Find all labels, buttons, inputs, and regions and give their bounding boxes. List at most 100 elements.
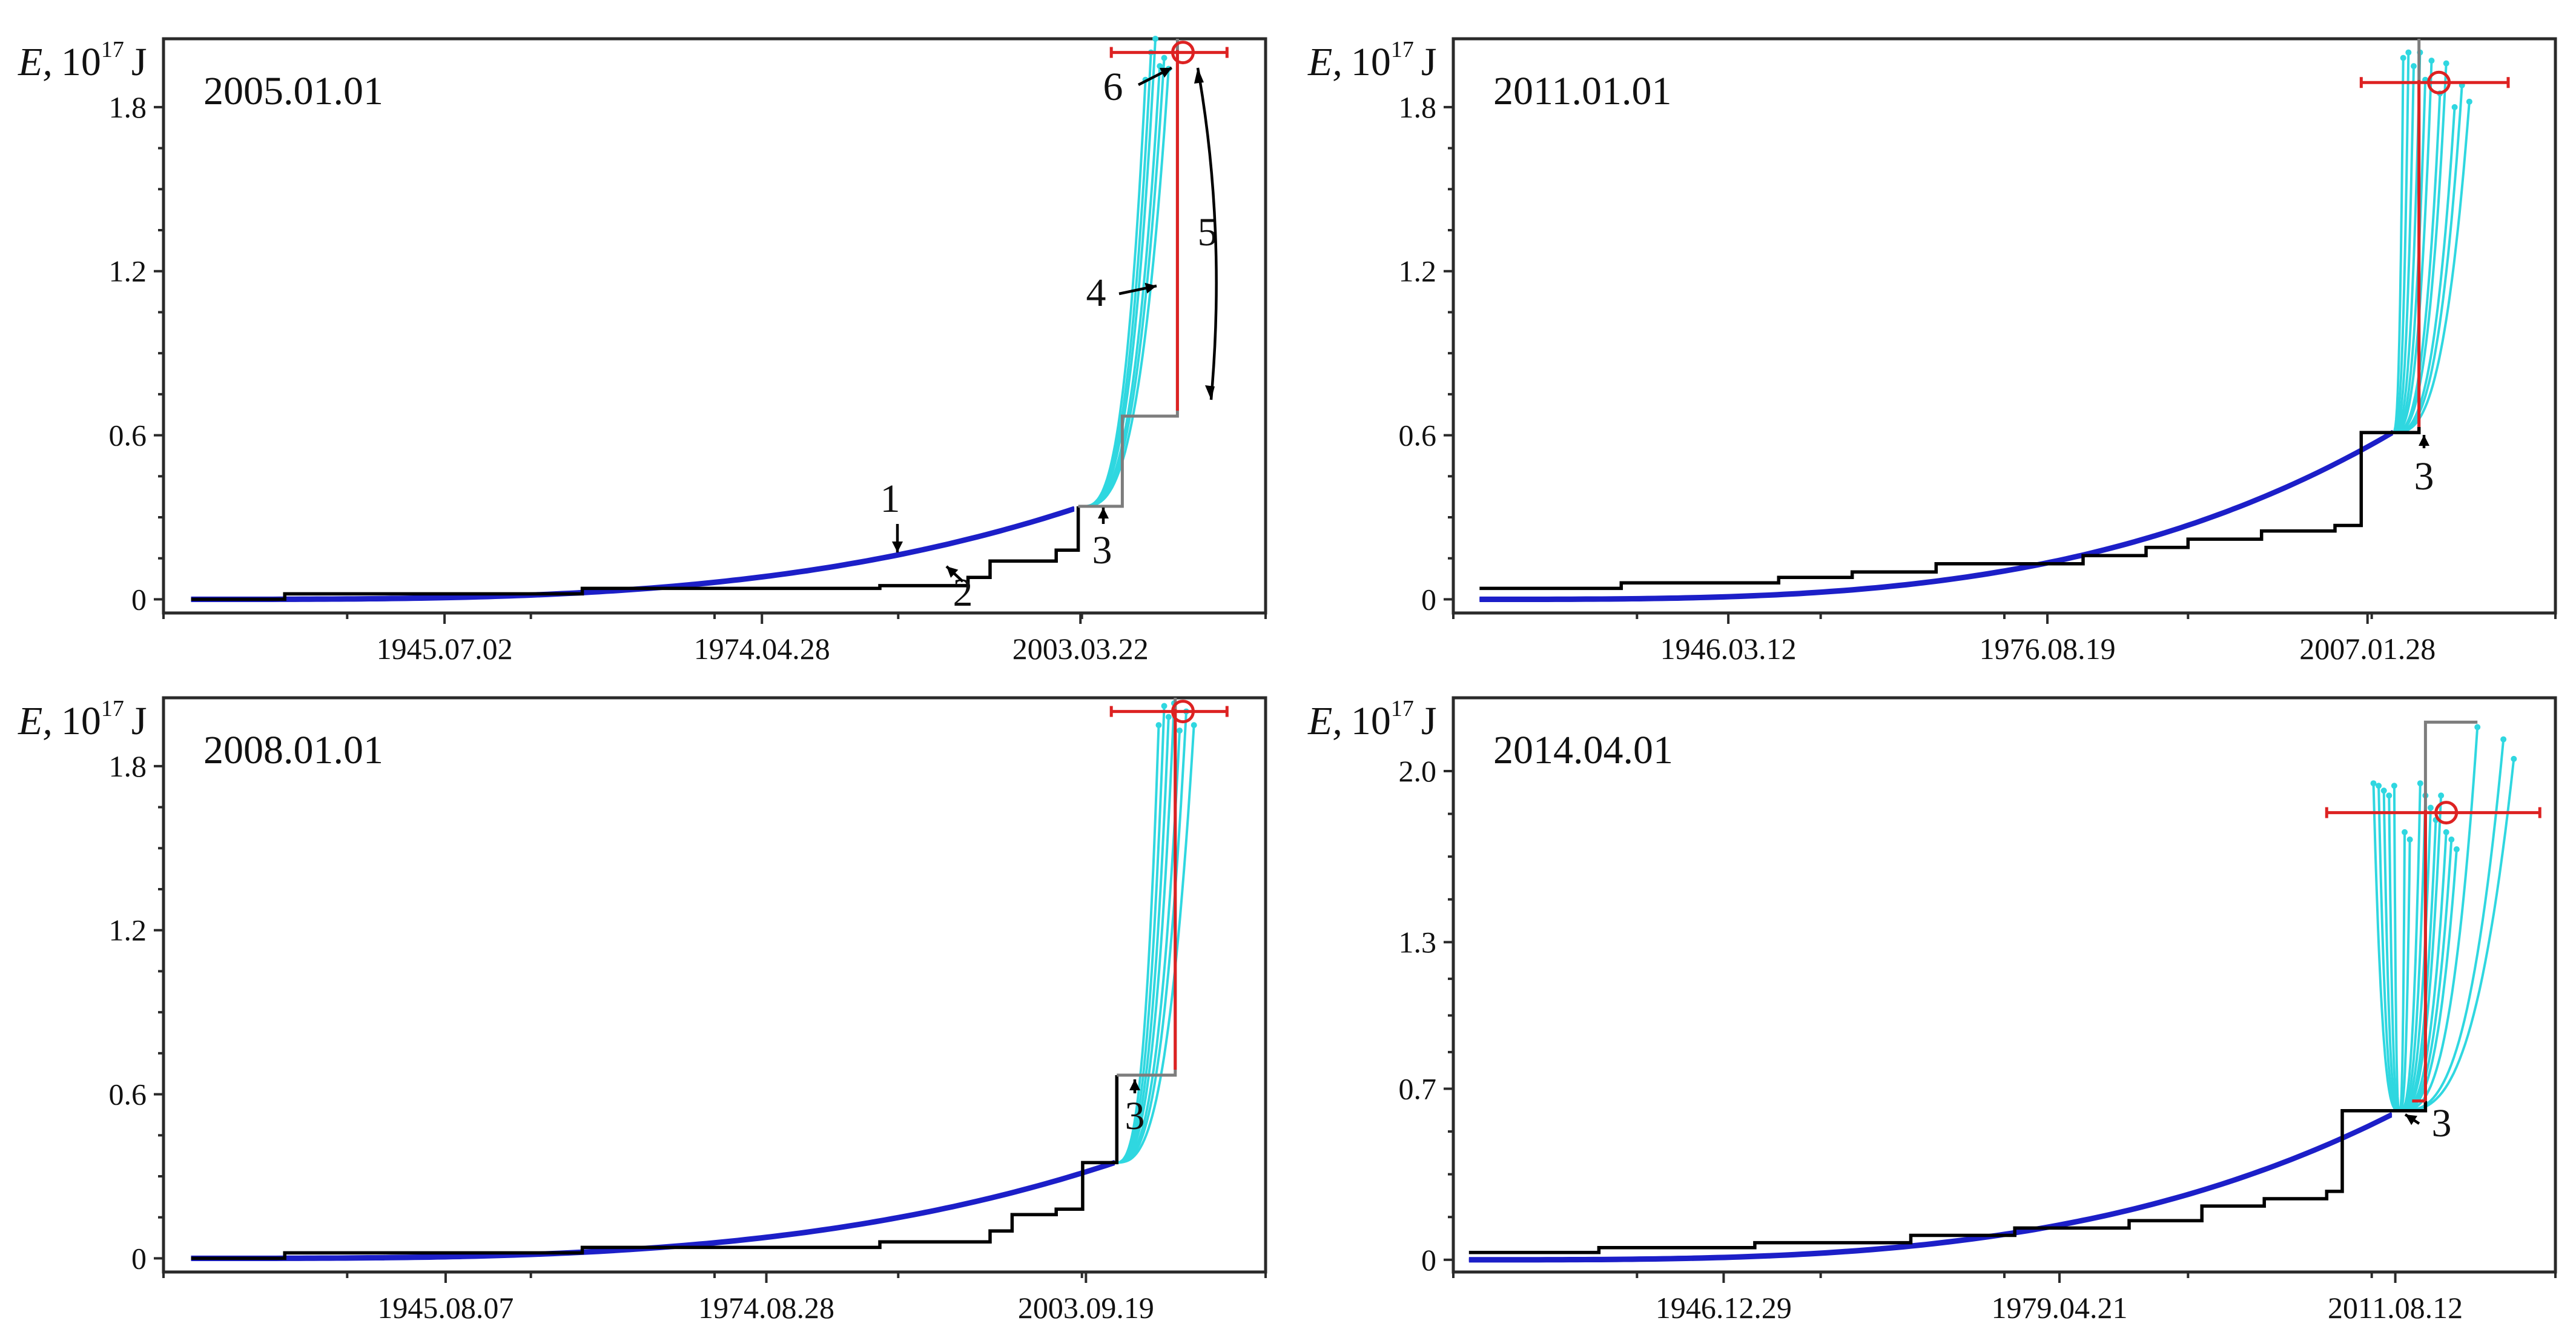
annotation-label: 3 (2414, 454, 2434, 499)
y-axis-unit-tail: J (1421, 40, 1437, 84)
y-tick-label: 1.8 (109, 90, 147, 124)
projection-endpoint (2428, 58, 2435, 64)
fit-curve (191, 509, 1075, 602)
chart-panel-4: 0 0.7 1.3 2.0 1946.12.29 1979.04.21 2011.08.12… (1307, 696, 2557, 1325)
fit-curve (1468, 1113, 2393, 1261)
projection-endpoint (2376, 783, 2382, 789)
y-axis-symbol: E, (1307, 40, 1342, 84)
y-axis-exponent: 17 (101, 696, 124, 721)
y-tick-label: 1.2 (1399, 254, 1437, 288)
x-tick-label: 2007.01.28 (2299, 632, 2436, 666)
annotation-label: 3 (1125, 1094, 1145, 1138)
projection-endpoint (2406, 836, 2413, 843)
y-axis-unit: 10 (61, 40, 101, 84)
projection-endpoint (2453, 846, 2460, 853)
projection-endpoint (2391, 783, 2397, 789)
earthquake-marker (1171, 41, 1195, 65)
annotation-arrowhead (892, 542, 903, 552)
fit-curve (1468, 1113, 2393, 1260)
y-axis-unit-tail: J (131, 699, 147, 743)
projection-endpoint (2500, 736, 2507, 743)
y-tick-label: 1.8 (109, 749, 147, 783)
projection-endpoint (2380, 787, 2387, 794)
projection-endpoint (2386, 792, 2393, 799)
y-axis-symbol: E, (18, 40, 53, 84)
fit-curve (1468, 1115, 2393, 1263)
y-tick-label: 1.3 (1399, 925, 1437, 959)
earthquake-marker (1171, 700, 1195, 724)
x-tick-label: 2003.03.22 (1012, 632, 1149, 666)
projection-endpoint (2443, 60, 2449, 67)
annotation-label: 3 (1092, 528, 1112, 572)
x-tick-label: 2011.08.12 (2328, 1291, 2463, 1325)
cumulative-energy-staircase (191, 1075, 1119, 1260)
plot-frame (1451, 696, 2557, 1274)
y-axis-label: E, 1017 J (1307, 37, 1437, 84)
x-tick-label: 1946.03.12 (1660, 632, 1797, 666)
projection-endpoint (2443, 829, 2449, 835)
x-tick-label: 1945.08.07 (377, 1291, 514, 1325)
projection-endpoint (2417, 780, 2423, 787)
chart-panel-1: 0 0.6 1.2 1.8 1945.07.02 1974.04.28 2003.03.22… (18, 36, 1267, 666)
y-axis-unit-tail: J (1421, 699, 1437, 743)
projection-endpoint (2370, 780, 2377, 787)
y-axis-symbol: E, (1307, 699, 1342, 743)
y-tick-label: 1.2 (109, 913, 147, 947)
annotation-label: 6 (1103, 65, 1123, 109)
annotation-label: 4 (1086, 271, 1106, 315)
projection-endpoint (1191, 722, 1197, 729)
fit-curve (191, 1161, 1115, 1260)
projection-curve (1114, 724, 1195, 1164)
annotation-arrowhead (1194, 68, 1204, 84)
annotation-arrowhead (1129, 1079, 1140, 1090)
fit-curve (1479, 431, 2394, 601)
y-axis-label: E, 1017 J (18, 37, 147, 84)
fit-curve (1479, 432, 2394, 601)
y-axis-exponent: 17 (101, 37, 124, 62)
annotation-arrowhead (2405, 1115, 2417, 1125)
y-tick-label: 2.0 (1399, 754, 1437, 788)
annotation-arrowhead (1098, 508, 1109, 518)
earthquake-marker (2434, 801, 2459, 825)
projection-endpoint (2411, 63, 2417, 70)
y-tick-label: 0.6 (109, 419, 147, 452)
projection-endpoint (2438, 792, 2445, 799)
projection-endpoint (2511, 755, 2517, 762)
projection-endpoint (1152, 36, 1158, 42)
y-tick-label: 0.7 (1399, 1072, 1437, 1105)
x-tick-label: 2003.09.19 (1018, 1291, 1154, 1325)
x-tick-label: 1946.12.29 (1656, 1291, 1792, 1325)
x-tick-label: 1974.08.28 (698, 1291, 834, 1325)
plot-frame (162, 37, 1267, 615)
annotation-arrowhead (1205, 385, 1215, 400)
x-tick-label: 1976.08.19 (1980, 632, 2116, 666)
y-tick-label: 0 (131, 1241, 147, 1275)
y-axis-symbol: E, (18, 699, 53, 743)
y-tick-label: 1.2 (109, 254, 147, 288)
annotation-arrowhead (946, 566, 959, 578)
y-tick-label: 0 (1421, 1243, 1436, 1277)
annotation-arrowhead (2419, 435, 2429, 446)
y-axis-label: E, 1017 J (1307, 696, 1437, 743)
projection-endpoint (1165, 714, 1172, 720)
projection-endpoint (2474, 724, 2481, 730)
cumulative-energy-staircase (1479, 427, 2421, 591)
y-axis-unit: 10 (1351, 699, 1391, 743)
y-axis-exponent: 17 (1391, 37, 1414, 62)
y-axis-label: E, 1017 J (18, 696, 147, 743)
projection-endpoint (2451, 104, 2458, 110)
y-tick-label: 0 (1421, 582, 1436, 616)
projection-curve (1082, 68, 1170, 508)
earthquake-marker (2427, 70, 2451, 94)
y-tick-label: 0 (131, 582, 147, 616)
fit-curve (1468, 1115, 2393, 1262)
annotation-label: 2 (953, 571, 973, 615)
panel-date-title: 2014.04.01 (1493, 728, 1673, 772)
x-tick-label: 1979.04.21 (1992, 1291, 2128, 1325)
plot-frame (162, 696, 1267, 1274)
annotation-label: 1 (880, 477, 900, 521)
x-tick-label: 1974.04.28 (694, 632, 830, 666)
projection-curve (2399, 758, 2515, 1112)
x-tick-label: 1945.07.02 (377, 632, 513, 666)
annotation-arrowhead (1144, 282, 1157, 294)
